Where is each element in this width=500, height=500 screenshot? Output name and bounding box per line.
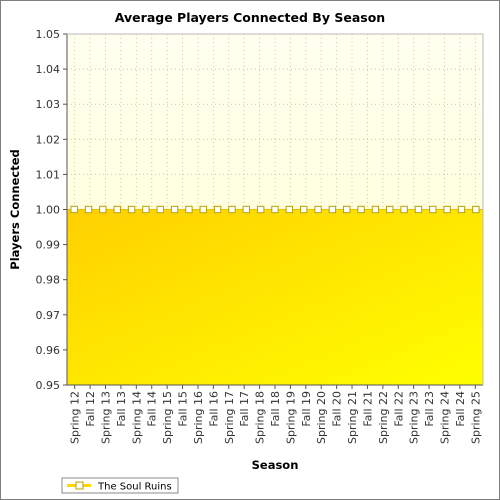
x-tick-label: Fall 19 [300, 391, 313, 427]
data-point [400, 205, 408, 214]
data-point [70, 205, 78, 214]
x-tick-labels: Spring 12 Fall 12 Spring 13 Fall 13 Spring 1… [69, 391, 483, 444]
y-tick-label: 1.01 [36, 168, 61, 181]
data-point [156, 205, 164, 214]
x-tick-label: Spring 15 [161, 391, 174, 444]
x-tick-label: Spring 16 [192, 391, 205, 444]
data-point [170, 205, 179, 214]
data-point [185, 205, 193, 214]
x-tick-label: Spring 21 [346, 391, 359, 444]
x-tick-label: Spring 18 [254, 391, 267, 444]
legend-box [61, 477, 179, 494]
x-tick-label: Fall 13 [115, 391, 128, 427]
data-point [242, 205, 251, 214]
y-tick-label: 0.98 [36, 274, 61, 287]
data-point [213, 205, 222, 214]
y-tick-label: 0.97 [36, 309, 61, 322]
data-point [429, 205, 437, 214]
y-tick-label: 0.96 [36, 344, 61, 357]
x-tick-label: Fall 15 [177, 391, 190, 427]
axes [63, 33, 484, 389]
data-point [142, 205, 150, 214]
x-tick-label: Spring 20 [315, 391, 328, 444]
x-tick-label: Fall 20 [331, 391, 344, 427]
area-layer [67, 209, 483, 385]
data-point [113, 205, 121, 214]
chart-title: Average Players Connected By Season [115, 10, 385, 25]
data-point [386, 205, 394, 214]
x-tick-label: Spring 13 [100, 391, 113, 444]
x-tick-label: Fall 24 [454, 391, 467, 427]
x-axis-label: Season [252, 458, 299, 472]
y-tick-label: 1.03 [36, 98, 61, 111]
x-tick-label: Spring 23 [408, 391, 421, 444]
data-point [256, 205, 265, 214]
y-tick-label: 1.04 [36, 63, 61, 76]
data-point [357, 205, 365, 214]
y-tick-label: 1.05 [36, 28, 61, 41]
data-point [472, 205, 480, 214]
data-point [443, 205, 451, 214]
data-point [271, 205, 279, 214]
legend: The Soul Ruins [61, 477, 179, 494]
x-tick-label: Fall 18 [269, 391, 282, 427]
data-point [414, 205, 423, 214]
data-point [299, 205, 308, 214]
x-tick-label: Spring 14 [130, 391, 143, 444]
series-markers [70, 205, 480, 214]
x-tick-label: Spring 12 [69, 391, 82, 444]
data-point [228, 205, 236, 214]
x-tick-label: Fall 12 [84, 391, 97, 427]
legend-swatch-marker [75, 481, 84, 490]
data-point [371, 205, 380, 214]
data-point [285, 205, 294, 214]
y-tick-label: 1.00 [36, 204, 61, 217]
x-tick-label: Fall 14 [146, 391, 159, 427]
x-tick-label: Fall 23 [423, 391, 436, 427]
x-tick-label: Spring 17 [223, 391, 236, 444]
x-tick-label: Spring 22 [377, 391, 390, 444]
data-point [99, 205, 107, 214]
x-tick-label: Fall 16 [207, 391, 220, 427]
series-area [67, 209, 483, 385]
y-axis-label: Players Connected [8, 149, 22, 269]
data-point [314, 205, 322, 214]
x-tick-label: Fall 17 [238, 391, 251, 427]
data-point [127, 205, 136, 214]
x-tick-label: Spring 25 [469, 391, 482, 444]
x-tick-label: Fall 22 [392, 391, 405, 427]
data-point [199, 205, 207, 214]
x-tick-label: Fall 21 [361, 391, 374, 427]
data-point [328, 205, 337, 214]
legend-label: The Soul Ruins [97, 482, 172, 493]
y-tick-labels: 0.95 0.96 0.97 0.98 0.99 1.00 1.01 1.02 1.03 1.04… [36, 28, 61, 392]
x-tick-label: Spring 24 [438, 391, 451, 444]
data-point [84, 205, 93, 214]
data-point [343, 205, 351, 214]
data-point [457, 205, 466, 214]
y-tick-label: 0.99 [36, 239, 61, 252]
x-tick-label: Spring 19 [284, 391, 297, 444]
y-tick-label: 0.95 [36, 379, 61, 392]
y-tick-label: 1.02 [36, 133, 61, 146]
